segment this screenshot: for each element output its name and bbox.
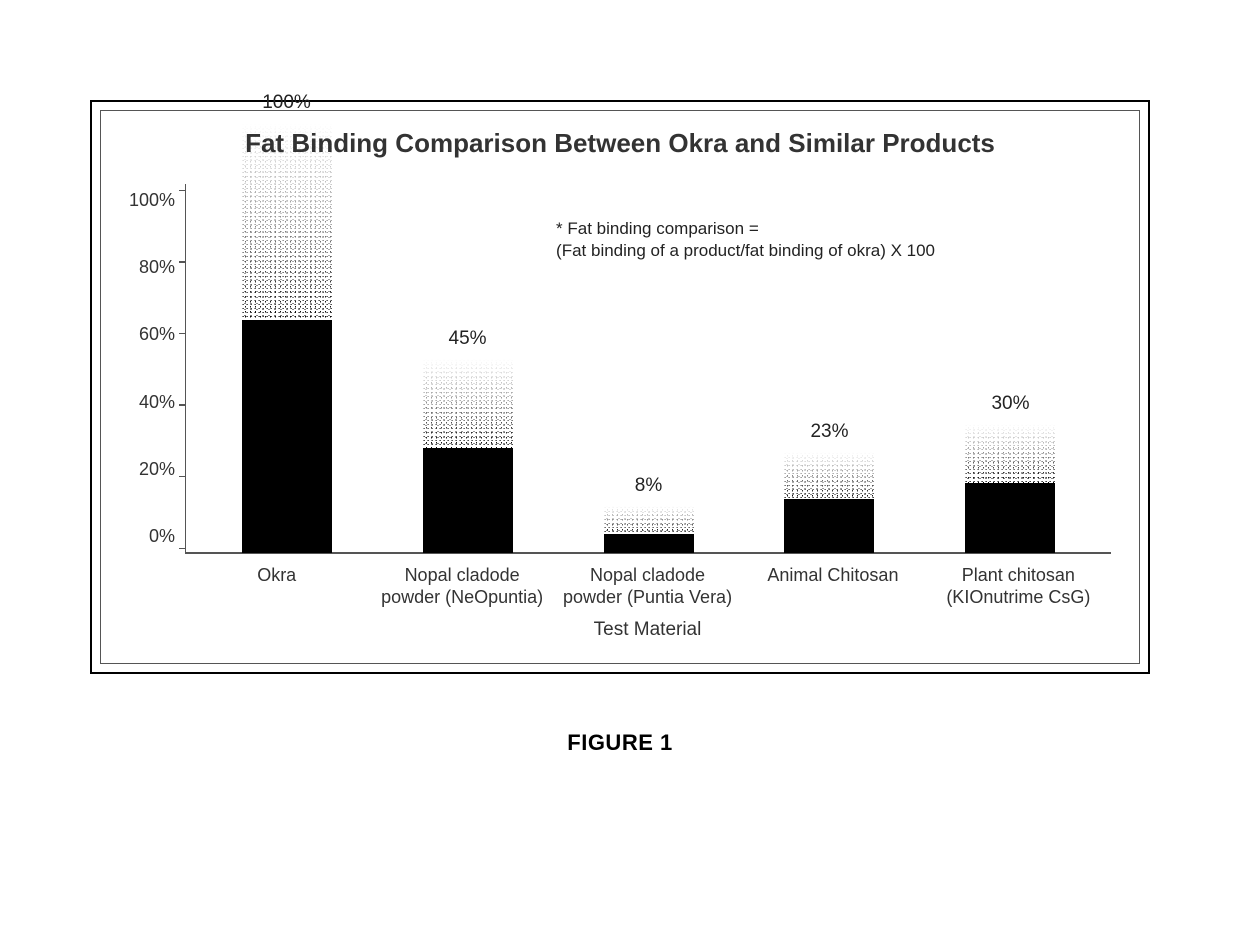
y-tick: [179, 333, 186, 335]
bar-solid: [604, 534, 694, 553]
y-tick: [179, 261, 186, 263]
x-tick-label: Plant chitosan (KIOnutrime CsG): [926, 554, 1111, 609]
x-axis-title: Test Material: [184, 619, 1111, 641]
bar-spray: [784, 452, 874, 499]
bar-solid: [965, 483, 1055, 553]
bar-slot: 100%: [196, 184, 377, 554]
bar-spray: [604, 506, 694, 534]
x-tick-label: Okra: [184, 554, 369, 609]
x-tick-label: Nopal cladode powder (NeOpuntia): [369, 554, 554, 609]
bar-solid: [242, 320, 332, 553]
y-tick: [179, 404, 186, 406]
bar-solid: [423, 448, 513, 553]
plot-row: 100%80%60%40%20%0% 100%45%8%23%30% * Fat…: [129, 184, 1111, 554]
y-tick: [179, 476, 186, 478]
x-axis-labels: OkraNopal cladode powder (NeOpuntia)Nopa…: [184, 554, 1111, 609]
bar-slot: 45%: [377, 184, 558, 554]
bar-value-label: 23%: [739, 421, 920, 443]
y-tick-label: 0%: [149, 526, 175, 547]
x-tick-label: Animal Chitosan: [740, 554, 925, 609]
bar-spray: [965, 424, 1055, 483]
bar-solid: [784, 499, 874, 553]
figure-outer-frame: Fat Binding Comparison Between Okra and …: [90, 100, 1150, 674]
footnote-line2: (Fat binding of a product/fat binding of…: [556, 241, 935, 260]
bar: [604, 506, 694, 553]
figure-caption: FIGURE 1: [567, 730, 672, 756]
bar: [784, 452, 874, 552]
y-axis: 100% 80% 60% 40% 20% 0%: [129, 190, 185, 548]
bar: [242, 123, 332, 553]
y-tick-label: 40%: [139, 392, 175, 413]
chart-frame: Fat Binding Comparison Between Okra and …: [100, 110, 1140, 664]
footnote-line1: * Fat binding comparison =: [556, 219, 759, 238]
bar-value-label: 45%: [377, 328, 558, 350]
bar-value-label: 30%: [920, 393, 1101, 415]
y-tick-label: 60%: [139, 324, 175, 345]
plot-area: 100%45% 8% 23%30% * Fat binding comparison…: [185, 184, 1111, 554]
bar-value-label: 100%: [196, 92, 377, 114]
bar-spray: [242, 123, 332, 320]
bar-slot: 30%: [920, 184, 1101, 554]
x-tick-label: Nopal cladode powder (Puntia Vera): [555, 554, 740, 609]
y-tick-label: 20%: [139, 459, 175, 480]
y-tick-label: 100%: [129, 190, 175, 211]
y-tick-label: 80%: [139, 257, 175, 278]
y-tick: [179, 190, 186, 192]
bar: [423, 359, 513, 552]
bar: [965, 424, 1055, 553]
y-tick: [179, 548, 186, 550]
bar-spray: [423, 359, 513, 448]
chart-footnote: * Fat binding comparison = (Fat binding …: [556, 218, 935, 264]
bar-value-label: 8%: [558, 475, 739, 497]
